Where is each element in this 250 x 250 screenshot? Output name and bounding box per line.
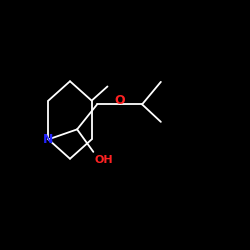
- Text: N: N: [43, 133, 54, 146]
- Text: O: O: [114, 94, 125, 107]
- Text: OH: OH: [94, 155, 113, 165]
